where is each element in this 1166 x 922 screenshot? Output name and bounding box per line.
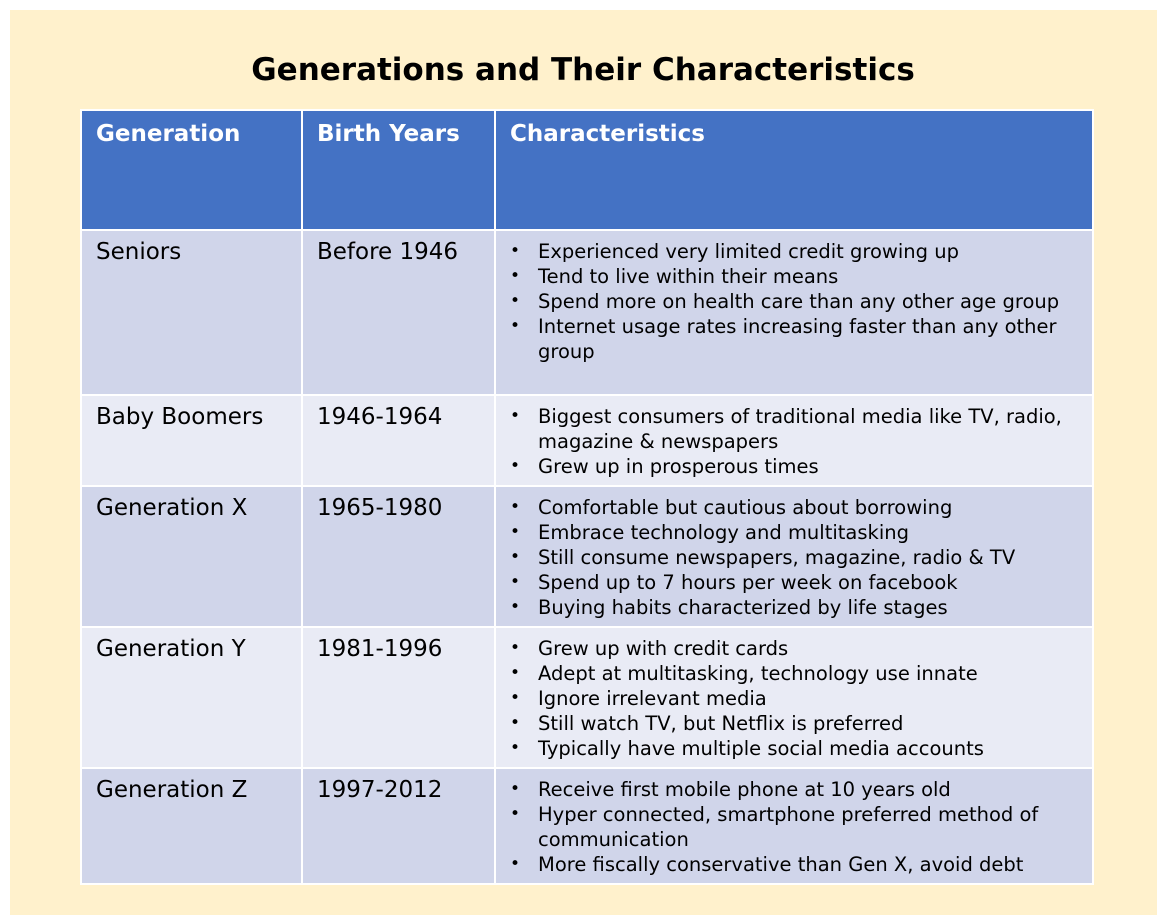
page-title: Generations and Their Characteristics	[251, 52, 915, 88]
generation-cell: Seniors	[80, 229, 303, 396]
list-item: Grew up with credit cards	[510, 636, 1080, 661]
header-characteristics: Characteristics	[494, 109, 1094, 231]
list-item: Ignore irrelevant media	[510, 686, 1080, 711]
generation-cell: Generation Z	[80, 767, 303, 885]
characteristics-cell: Biggest consumers of traditional media l…	[494, 394, 1094, 487]
characteristics-list: Receive first mobile phone at 10 years o…	[510, 777, 1080, 877]
list-item: Receive first mobile phone at 10 years o…	[510, 777, 1080, 802]
list-item: Internet usage rates increasing faster t…	[510, 314, 1080, 364]
list-item: Experienced very limited credit growing …	[510, 239, 1080, 264]
list-item: Typically have multiple social media acc…	[510, 736, 1080, 761]
list-item: Hyper connected, smartphone preferred me…	[510, 802, 1080, 852]
table-row: Baby Boomers 1946-1964 Biggest consumers…	[80, 394, 1094, 487]
characteristics-cell: Comfortable but cautious about borrowing…	[494, 485, 1094, 628]
characteristics-list: Grew up with credit cards Adept at multi…	[510, 636, 1080, 761]
generation-cell: Generation Y	[80, 626, 303, 769]
list-item: Buying habits characterized by life stag…	[510, 595, 1080, 620]
characteristics-cell: Grew up with credit cards Adept at multi…	[494, 626, 1094, 769]
list-item: Spend more on health care than any other…	[510, 289, 1080, 314]
list-item: Still watch TV, but Netflix is preferred	[510, 711, 1080, 736]
list-item: Comfortable but cautious about borrowing	[510, 495, 1080, 520]
list-item: Still consume newspapers, magazine, radi…	[510, 545, 1080, 570]
characteristics-list: Experienced very limited credit growing …	[510, 239, 1080, 364]
birth-years-cell: 1981-1996	[301, 626, 496, 769]
birth-years-cell: 1946-1964	[301, 394, 496, 487]
list-item: Spend up to 7 hours per week on facebook	[510, 570, 1080, 595]
list-item: Embrace technology and multitasking	[510, 520, 1080, 545]
header-row: Generation Birth Years Characteristics	[80, 109, 1094, 231]
birth-years-cell: 1965-1980	[301, 485, 496, 628]
generation-cell: Baby Boomers	[80, 394, 303, 487]
characteristics-cell: Receive first mobile phone at 10 years o…	[494, 767, 1094, 885]
list-item: Tend to live within their means	[510, 264, 1080, 289]
generations-table: Generation Birth Years Characteristics S…	[80, 109, 1094, 885]
header-birth-years: Birth Years	[301, 109, 496, 231]
table-row: Generation X 1965-1980 Comfortable but c…	[80, 485, 1094, 628]
table-row: Generation Z 1997-2012 Receive first mob…	[80, 767, 1094, 885]
header-generation: Generation	[80, 109, 303, 231]
list-item: Adept at multitasking, technology use in…	[510, 661, 1080, 686]
list-item: More fiscally conservative than Gen X, a…	[510, 852, 1080, 877]
birth-years-cell: 1997-2012	[301, 767, 496, 885]
characteristics-list: Comfortable but cautious about borrowing…	[510, 495, 1080, 620]
table-row: Seniors Before 1946 Experienced very lim…	[80, 229, 1094, 396]
list-item: Grew up in prosperous times	[510, 454, 1080, 479]
list-item: Biggest consumers of traditional media l…	[510, 404, 1080, 454]
table-row: Generation Y 1981-1996 Grew up with cred…	[80, 626, 1094, 769]
birth-years-cell: Before 1946	[301, 229, 496, 396]
characteristics-cell: Experienced very limited credit growing …	[494, 229, 1094, 396]
generation-cell: Generation X	[80, 485, 303, 628]
characteristics-list: Biggest consumers of traditional media l…	[510, 404, 1080, 479]
